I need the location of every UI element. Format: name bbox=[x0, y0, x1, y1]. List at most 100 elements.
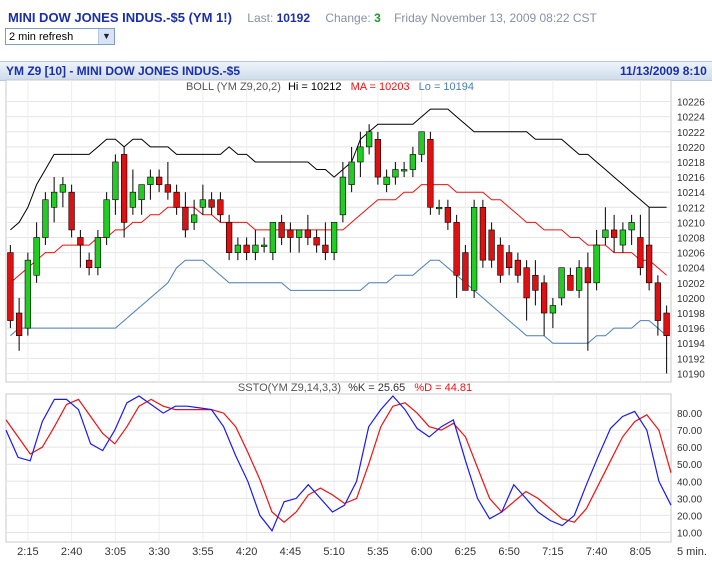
price-y-tick-label: 10216 bbox=[677, 173, 705, 184]
price-y-tick-label: 10224 bbox=[677, 113, 705, 124]
boll-title: BOLL (YM Z9,20,2) bbox=[186, 81, 281, 93]
candle-body bbox=[68, 191, 75, 231]
x-tick-label: 6:00 bbox=[411, 546, 432, 558]
candle-body bbox=[182, 206, 189, 231]
candle-body bbox=[24, 259, 32, 329]
x-tick-label: 2:15 bbox=[17, 546, 38, 558]
chart-date: 11/13/2009 8:10 bbox=[620, 64, 707, 78]
candle-body bbox=[199, 199, 207, 208]
x-tick-label: 6:25 bbox=[455, 546, 476, 558]
candle-body bbox=[129, 191, 137, 208]
candle-body bbox=[663, 312, 670, 336]
candle-body bbox=[444, 206, 452, 223]
candle-body bbox=[322, 244, 329, 253]
ssto-k: %K = 25.65 bbox=[348, 382, 405, 394]
candle-body bbox=[558, 267, 565, 299]
middle-band-line bbox=[10, 184, 667, 284]
candle-body bbox=[112, 161, 119, 201]
candle-body bbox=[540, 282, 548, 314]
ssto-legend: SSTO(YM Z9,14,3,3) %K = 25.65 %D = 44.81 bbox=[238, 382, 472, 394]
candle-body bbox=[190, 214, 198, 223]
price-y-tick-label: 10190 bbox=[677, 369, 705, 380]
boll-hi: Hi = 10212 bbox=[288, 81, 342, 93]
candle-body bbox=[453, 222, 460, 276]
candle-body bbox=[479, 206, 487, 261]
chevron-down-icon[interactable]: ▼ bbox=[98, 29, 114, 44]
candle-body bbox=[470, 206, 478, 291]
candle-body bbox=[330, 222, 338, 253]
candle-body bbox=[462, 252, 469, 291]
candle-body bbox=[225, 222, 233, 253]
candle-body bbox=[584, 267, 592, 284]
price-y-tick-label: 10222 bbox=[677, 128, 705, 139]
candle-body bbox=[59, 184, 67, 193]
x-tick-label: 3:30 bbox=[148, 546, 169, 558]
price-y-tick-label: 10204 bbox=[677, 264, 705, 275]
candle-body bbox=[365, 131, 373, 148]
candle-body bbox=[278, 222, 285, 238]
price-panel bbox=[5, 79, 672, 383]
osc-y-tick-label: 40.00 bbox=[677, 477, 702, 488]
price-y-tick-label: 10210 bbox=[677, 218, 705, 229]
candle-body bbox=[435, 206, 443, 210]
candle-body bbox=[33, 237, 40, 276]
price-y-tick-label: 10226 bbox=[677, 98, 705, 109]
candle-body bbox=[77, 237, 84, 246]
candle-body bbox=[304, 229, 312, 238]
price-y-tick-label: 10218 bbox=[677, 158, 705, 169]
candle-body bbox=[400, 169, 408, 172]
candle-body bbox=[567, 274, 574, 291]
boll-ma: MA = 10203 bbox=[351, 81, 410, 93]
candle-body bbox=[374, 139, 382, 178]
osc-y-tick-label: 20.00 bbox=[677, 511, 702, 522]
candle-body bbox=[287, 229, 294, 238]
candle-body bbox=[602, 229, 609, 238]
refresh-select[interactable]: 2 min refresh ▼ bbox=[5, 28, 115, 45]
x-tick-label: 3:55 bbox=[192, 546, 213, 558]
candle-body bbox=[339, 176, 347, 216]
symbol-title: MINI DOW JONES INDUS.-$5 (YM 1!) bbox=[8, 10, 232, 25]
x-tick-label: 5:35 bbox=[367, 546, 388, 558]
price-y-tick-label: 10220 bbox=[677, 143, 705, 154]
candle-body bbox=[348, 161, 355, 185]
candle-body bbox=[260, 244, 268, 247]
candle-body bbox=[409, 154, 417, 170]
candle-body bbox=[313, 237, 320, 246]
candle-body bbox=[217, 199, 224, 216]
chart-title-bar: YM Z9 [10] - MINI DOW JONES INDUS.-$5 11… bbox=[0, 61, 712, 81]
candle-body bbox=[50, 191, 58, 208]
osc-y-tick-label: 30.00 bbox=[677, 494, 702, 505]
price-y-tick-label: 10192 bbox=[677, 354, 705, 365]
candle-body bbox=[505, 252, 513, 269]
candle-body bbox=[637, 237, 644, 269]
candle-body bbox=[610, 229, 618, 238]
price-y-tick-label: 10200 bbox=[677, 294, 705, 305]
candle-body bbox=[269, 222, 277, 253]
price-y-tick-label: 10194 bbox=[677, 339, 705, 350]
lower-band-line bbox=[10, 259, 667, 344]
candle-body bbox=[7, 252, 14, 321]
x-unit-label: 5 min. bbox=[677, 546, 707, 558]
candle-body bbox=[575, 267, 583, 291]
osc-y-tick-label: 70.00 bbox=[677, 426, 702, 437]
x-tick-label: 6:50 bbox=[498, 546, 519, 558]
candle-body bbox=[645, 244, 653, 284]
boll-lo: Lo = 10194 bbox=[419, 81, 474, 93]
price-y-tick-label: 10208 bbox=[677, 234, 705, 245]
ssto-d: %D = 44.81 bbox=[414, 382, 472, 394]
change-label: Change: bbox=[325, 11, 371, 25]
candle-body bbox=[532, 274, 539, 291]
chart-title: YM Z9 [10] - MINI DOW JONES INDUS.-$5 bbox=[6, 64, 241, 78]
candle-body bbox=[549, 305, 557, 314]
percent-d-line bbox=[5, 398, 672, 523]
x-tick-label: 3:05 bbox=[105, 546, 126, 558]
candle-body bbox=[234, 244, 242, 253]
x-tick-label: 7:15 bbox=[542, 546, 563, 558]
candle-body bbox=[497, 244, 504, 276]
candle-body bbox=[208, 199, 215, 208]
candle-body bbox=[427, 139, 434, 208]
osc-y-tick-label: 80.00 bbox=[677, 409, 702, 420]
osc-y-tick-label: 10.00 bbox=[677, 528, 702, 539]
candle-body bbox=[94, 237, 102, 269]
